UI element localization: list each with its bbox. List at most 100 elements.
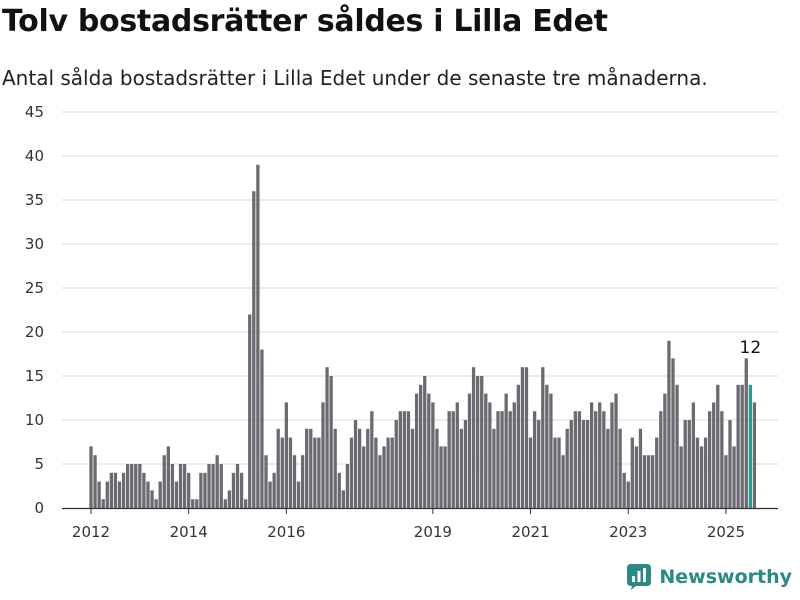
- y-tick-label: 20: [25, 323, 44, 341]
- bar: [309, 428, 313, 508]
- bar: [439, 446, 443, 508]
- bar: [248, 314, 252, 508]
- bar: [435, 428, 439, 508]
- bar: [712, 402, 716, 508]
- bar: [207, 464, 211, 508]
- bar: [125, 464, 130, 508]
- bar: [288, 437, 293, 508]
- bar: [268, 481, 272, 508]
- bar: [305, 428, 309, 508]
- bar: [724, 455, 728, 508]
- bar: [284, 402, 289, 508]
- bar: [659, 411, 663, 508]
- bar: [537, 420, 541, 508]
- bar: [528, 437, 533, 508]
- bar: [117, 481, 122, 508]
- x-tick-label: 2012: [72, 523, 110, 541]
- bar: [227, 490, 232, 508]
- bar: [370, 411, 374, 508]
- bar: [345, 464, 350, 508]
- bar: [642, 455, 647, 508]
- bar: [752, 402, 757, 508]
- bar: [219, 464, 223, 508]
- bar: [577, 411, 582, 508]
- newsworthy-logo-icon: [627, 564, 652, 590]
- bar: [252, 191, 256, 508]
- bar: [374, 437, 378, 508]
- y-tick-label: 25: [25, 279, 44, 297]
- bar: [419, 384, 423, 508]
- bar: [333, 428, 337, 508]
- bar: [134, 464, 138, 508]
- bar: [463, 420, 468, 508]
- bar: [296, 481, 301, 508]
- bar: [97, 481, 101, 508]
- bar: [443, 446, 447, 508]
- bar: [720, 411, 724, 508]
- bar: [516, 384, 520, 508]
- bar: [138, 464, 142, 508]
- bar: [732, 446, 736, 508]
- bar: [455, 402, 459, 508]
- bar: [211, 464, 215, 508]
- bar: [699, 446, 704, 508]
- bar: [321, 402, 325, 508]
- bar: [549, 393, 553, 508]
- bar: [622, 472, 626, 508]
- bar: [150, 490, 154, 508]
- bar: [203, 472, 207, 508]
- bar: [740, 384, 744, 508]
- bar: [598, 402, 602, 508]
- bar: [667, 340, 671, 508]
- bar: [602, 411, 606, 508]
- bar: [300, 455, 305, 508]
- bar: [398, 411, 402, 508]
- bar: [223, 499, 227, 508]
- bar: [480, 376, 484, 508]
- bar: [512, 402, 516, 508]
- bar: [414, 393, 419, 508]
- bar: [618, 428, 622, 508]
- bar: [651, 455, 655, 508]
- chart-title: Tolv bostadsrätter såldes i Lilla Edet: [2, 4, 608, 39]
- bar: [471, 367, 476, 508]
- chart-subtitle: Antal sålda bostadsrätter i Lilla Edet u…: [2, 66, 708, 90]
- bar: [292, 455, 297, 508]
- y-tick-label: 15: [25, 367, 44, 385]
- y-tick-label: 40: [25, 147, 44, 165]
- bar: [406, 411, 411, 508]
- bar: [634, 446, 639, 508]
- bar: [191, 499, 195, 508]
- bar: [394, 420, 398, 508]
- bar: [459, 428, 464, 508]
- bar: [508, 411, 512, 508]
- y-tick-label: 10: [25, 411, 44, 429]
- bar: [113, 472, 118, 508]
- bar: [178, 464, 183, 508]
- bar: [166, 446, 170, 508]
- bar: [260, 349, 264, 508]
- bar: [594, 411, 598, 508]
- bar: [357, 428, 362, 508]
- x-tick-label: 2025: [707, 523, 745, 541]
- bar: [565, 428, 569, 508]
- bar: [280, 437, 284, 508]
- bar: [488, 402, 492, 508]
- gridlines: [62, 111, 778, 465]
- x-tick-label: 2019: [414, 523, 452, 541]
- bar: [683, 420, 687, 508]
- x-axis: 2012 2014 2016 2019 2021 2023 2025: [62, 507, 778, 541]
- bar: [182, 464, 187, 508]
- bar: [382, 446, 386, 508]
- bar: [496, 411, 500, 508]
- bar: [235, 464, 240, 508]
- bar: [231, 472, 236, 508]
- bar: [451, 411, 455, 508]
- bar: [614, 393, 618, 508]
- bar: [703, 437, 708, 508]
- bar: [276, 428, 280, 508]
- bar: [154, 499, 158, 508]
- bar: [655, 437, 659, 508]
- brand-name: Newsworthy: [659, 566, 792, 588]
